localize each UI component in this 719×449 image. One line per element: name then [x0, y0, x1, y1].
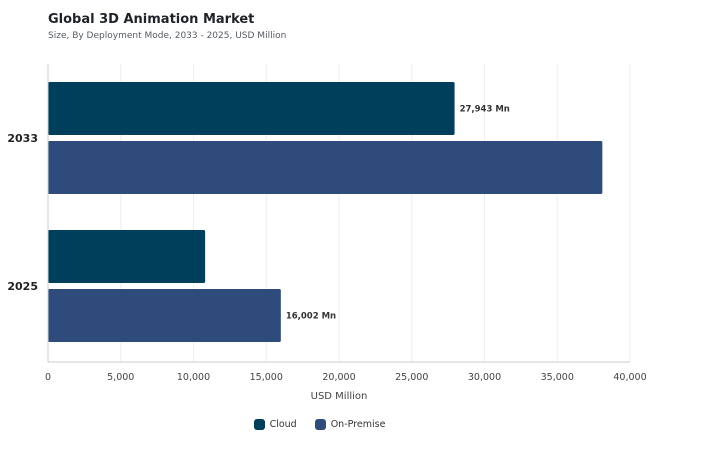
bar-cloud-2025[interactable]	[48, 230, 206, 283]
x-tick-label: 0	[45, 372, 51, 383]
chart-subtitle: Size, By Deployment Mode, 2033 - 2025, U…	[48, 31, 287, 41]
bars	[48, 82, 603, 342]
x-tick-label: 35,000	[541, 372, 574, 383]
labels: 2033 2025 27,943 Mn 16,002 Mn	[7, 105, 509, 322]
y-category-label: 2025	[7, 280, 38, 293]
legend-swatch-cloud	[253, 419, 265, 430]
x-tick-label: 15,000	[250, 372, 283, 383]
chart-legend: Cloud On-Premise	[0, 419, 639, 430]
legend-item-on-premise[interactable]: On-Premise	[314, 419, 386, 430]
x-tick-label: 20,000	[322, 372, 355, 383]
x-tick-label: 30,000	[468, 372, 501, 383]
legend-label-on-premise: On-Premise	[330, 419, 386, 430]
data-label: 16,002 Mn	[286, 312, 336, 322]
bar-on-premise-2033[interactable]	[48, 141, 603, 194]
legend-swatch-on-premise	[314, 419, 326, 430]
bar-on-premise-2025[interactable]	[48, 289, 281, 342]
x-tick-label: 40,000	[613, 372, 646, 383]
y-category-label: 2033	[7, 132, 38, 145]
axes: 0 5,000 10,000 15,000 20,000 25,000 30,000 35,0…	[45, 64, 647, 402]
bar-cloud-2033[interactable]	[48, 82, 455, 135]
chart-title: Global 3D Animation Market	[48, 12, 255, 27]
x-tick-label: 5,000	[107, 372, 134, 383]
legend-item-cloud[interactable]: Cloud	[253, 419, 297, 430]
x-tick-label: 10,000	[177, 372, 210, 383]
x-tick-label: 25,000	[395, 372, 428, 383]
x-axis-title: USD Million	[311, 391, 368, 402]
legend-label-cloud: Cloud	[269, 419, 297, 430]
data-label: 27,943 Mn	[460, 105, 510, 115]
